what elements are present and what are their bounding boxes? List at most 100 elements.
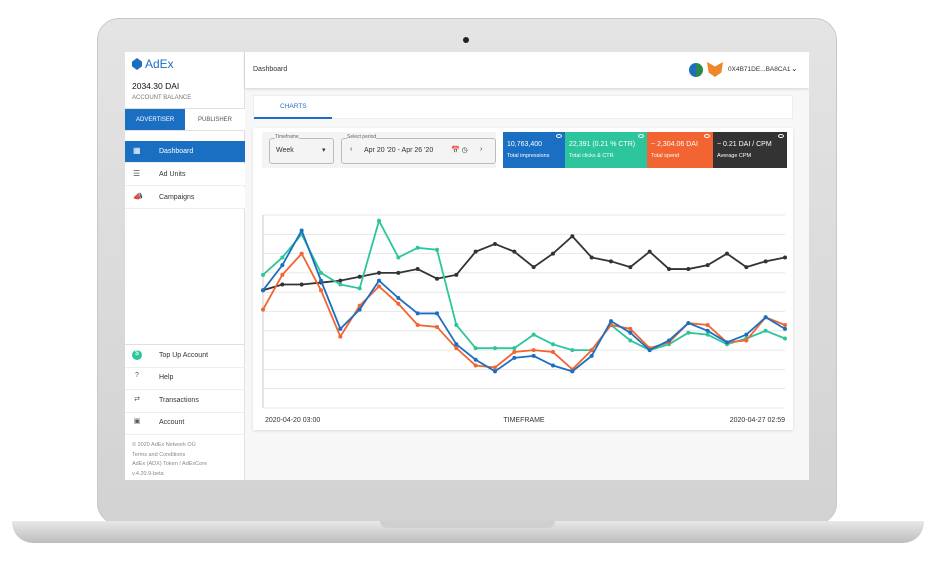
stat-value: ~ 0.21 DAI / CPM [717, 141, 772, 148]
data-point [783, 326, 787, 331]
data-point [319, 288, 323, 293]
data-point [763, 328, 768, 333]
data-point [512, 350, 517, 355]
nav-icon: ⇄ [134, 395, 140, 403]
period-icons[interactable]: 📅 ◷ [451, 147, 468, 154]
data-point [357, 274, 362, 279]
data-point [531, 353, 536, 358]
stat-info[interactable] [556, 134, 562, 138]
data-point [396, 255, 401, 260]
footer-text: v.4.20.9-beta [132, 470, 164, 477]
data-point [647, 249, 652, 254]
nav-item[interactable]: $ Top Up Account [125, 347, 245, 368]
data-point [377, 270, 381, 275]
period-select[interactable] [341, 138, 496, 164]
role-tab[interactable]: PUBLISHER [185, 108, 245, 131]
series-line [262, 252, 786, 371]
period-prev[interactable]: ‹ [350, 146, 353, 153]
data-point [319, 270, 323, 275]
charts-tab[interactable]: CHARTS [280, 103, 307, 110]
data-point [435, 324, 439, 329]
data-point [589, 348, 594, 353]
data-point [531, 265, 536, 270]
footer-text[interactable]: AdEx (ADX) Token / AdExCore [132, 461, 208, 467]
nav-item[interactable]: ⇄ Transactions [125, 392, 245, 413]
nav-item[interactable]: ? Help [125, 369, 245, 391]
camera [463, 37, 469, 43]
data-point [377, 284, 381, 289]
stat-info[interactable] [778, 134, 784, 138]
data-point [763, 315, 768, 320]
data-point [396, 301, 401, 306]
stat-info[interactable] [638, 134, 644, 138]
account-dropdown[interactable]: ⌄ [791, 64, 798, 73]
data-point [551, 363, 555, 368]
nav-label: Dashboard [159, 148, 194, 155]
series-line [262, 234, 786, 292]
footer-text: © 2020 AdEx Network OÜ [132, 442, 196, 448]
x-tick-label: 2020-04-20 03:00 [265, 417, 320, 424]
data-point [783, 336, 787, 341]
data-point [338, 278, 343, 283]
data-point [357, 307, 362, 312]
data-point [667, 267, 671, 272]
role-tab-label: ADVERTISER [136, 117, 175, 123]
balance-label: ACCOUNT BALANCE [132, 95, 192, 101]
nav-item[interactable]: ☰ Ad Units [125, 164, 245, 186]
chart: 2020-04-20 03:00 2020-04-27 02:59 TIMEFRAM… [261, 214, 787, 424]
stat-info[interactable] [704, 134, 710, 138]
account-address[interactable]: 0X4B71DE...BA8CA1 [728, 66, 791, 73]
data-point [377, 278, 381, 283]
nav-label: Help [159, 374, 174, 382]
stat-value: 22,391 (0.21 % CTR) [569, 141, 636, 148]
data-point [493, 365, 497, 370]
data-point [744, 265, 749, 270]
logo: AdEx [145, 57, 174, 71]
data-point [280, 272, 285, 277]
data-point [667, 338, 671, 343]
nav-item[interactable]: ▣ Account [125, 414, 245, 435]
data-point [609, 319, 613, 324]
data-point [783, 323, 787, 328]
data-point [705, 328, 710, 333]
nav-item[interactable]: 📣 Campaigns [125, 187, 245, 209]
nav-icon: ▦ [133, 146, 141, 155]
data-point [570, 369, 575, 374]
data-point [744, 338, 749, 343]
stat-value: ~ 2,304.06 DAI [651, 141, 698, 148]
nav-label: Ad Units [159, 171, 186, 178]
stat-value: 10,763,400 [507, 141, 543, 148]
data-point [473, 363, 478, 368]
period-next[interactable]: › [480, 146, 483, 153]
x-tick-label: 2020-04-27 02:59 [730, 417, 785, 424]
footer-text[interactable]: Terms and Conditions [132, 451, 186, 458]
data-point [280, 255, 285, 260]
nav-label: Transactions [159, 396, 199, 404]
timeframe-select[interactable] [269, 138, 334, 164]
data-point [493, 346, 497, 351]
data-point [454, 342, 459, 347]
role-tab[interactable]: ADVERTISER [125, 108, 185, 131]
data-point [725, 340, 729, 345]
nav-item[interactable]: ▦ Dashboard [125, 141, 245, 163]
stat-card: ~ 0.21 DAI / CPM Average CPM [713, 132, 787, 168]
data-point [377, 218, 381, 223]
data-point [512, 355, 517, 360]
divider [125, 344, 245, 345]
data-point [531, 332, 536, 337]
data-point [473, 357, 478, 362]
data-point [261, 288, 265, 293]
data-point [415, 311, 420, 316]
data-point [435, 276, 439, 281]
data-point [493, 369, 497, 374]
data-point [686, 330, 691, 335]
nav-icon: $ [132, 350, 142, 360]
data-point [454, 323, 459, 328]
data-point [628, 338, 633, 343]
data-point [705, 263, 710, 268]
nav-icon: ▣ [133, 417, 141, 425]
filter-bar: Timeframe Week ▾ Select period ‹ Apr 20 … [262, 132, 496, 168]
data-point [628, 330, 633, 335]
data-point [551, 350, 555, 355]
